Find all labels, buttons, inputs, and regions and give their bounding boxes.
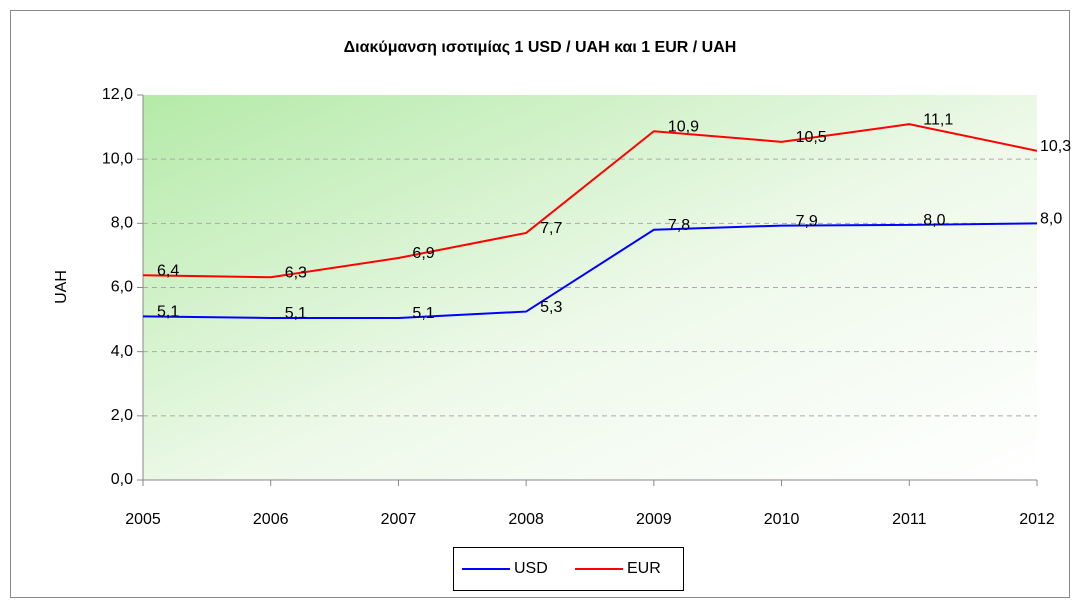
x-tick-label: 2011 [892,511,927,528]
data-label: 10,9 [668,118,699,135]
x-tick-label: 2010 [764,511,800,528]
data-label: 5,3 [540,299,562,316]
y-tick-label: 12,0 [102,86,133,103]
data-label: 6,3 [285,264,307,281]
x-tick-label: 2012 [1019,511,1055,528]
data-label: 7,7 [540,220,562,237]
y-tick-label: 0,0 [111,471,133,488]
chart-title: Διακύμανση ισοτιμίας 1 USD / UAH και 1 E… [344,39,737,56]
data-label: 10,5 [796,129,827,146]
data-label: 7,8 [668,217,690,234]
data-label: 5,1 [157,304,179,321]
data-label: 8,0 [1040,211,1062,228]
data-label: 7,9 [796,213,818,230]
legend-label: USD [514,560,548,577]
data-label: 6,4 [157,263,179,280]
y-tick-label: 10,0 [102,150,133,167]
y-tick-label: 4,0 [111,343,133,360]
data-label: 10,3 [1040,138,1071,155]
data-label: 5,1 [412,305,434,322]
y-axis-label: UAH [53,270,70,304]
y-tick-label: 8,0 [111,215,133,232]
legend-label: EUR [627,560,661,577]
x-tick-label: 2006 [253,511,289,528]
x-tick-label: 2009 [636,511,672,528]
x-tick-label: 2007 [381,511,417,528]
data-label: 11,1 [923,111,953,128]
data-label: 8,0 [923,212,945,229]
x-tick-label: 2005 [125,511,161,528]
data-label: 6,9 [412,245,434,262]
y-tick-label: 6,0 [111,279,133,296]
x-tick-label: 2008 [508,511,544,528]
series-line [142,123,1038,279]
y-tick-label: 2,0 [111,407,133,424]
data-label: 5,1 [285,305,307,322]
series-line [142,222,1038,319]
